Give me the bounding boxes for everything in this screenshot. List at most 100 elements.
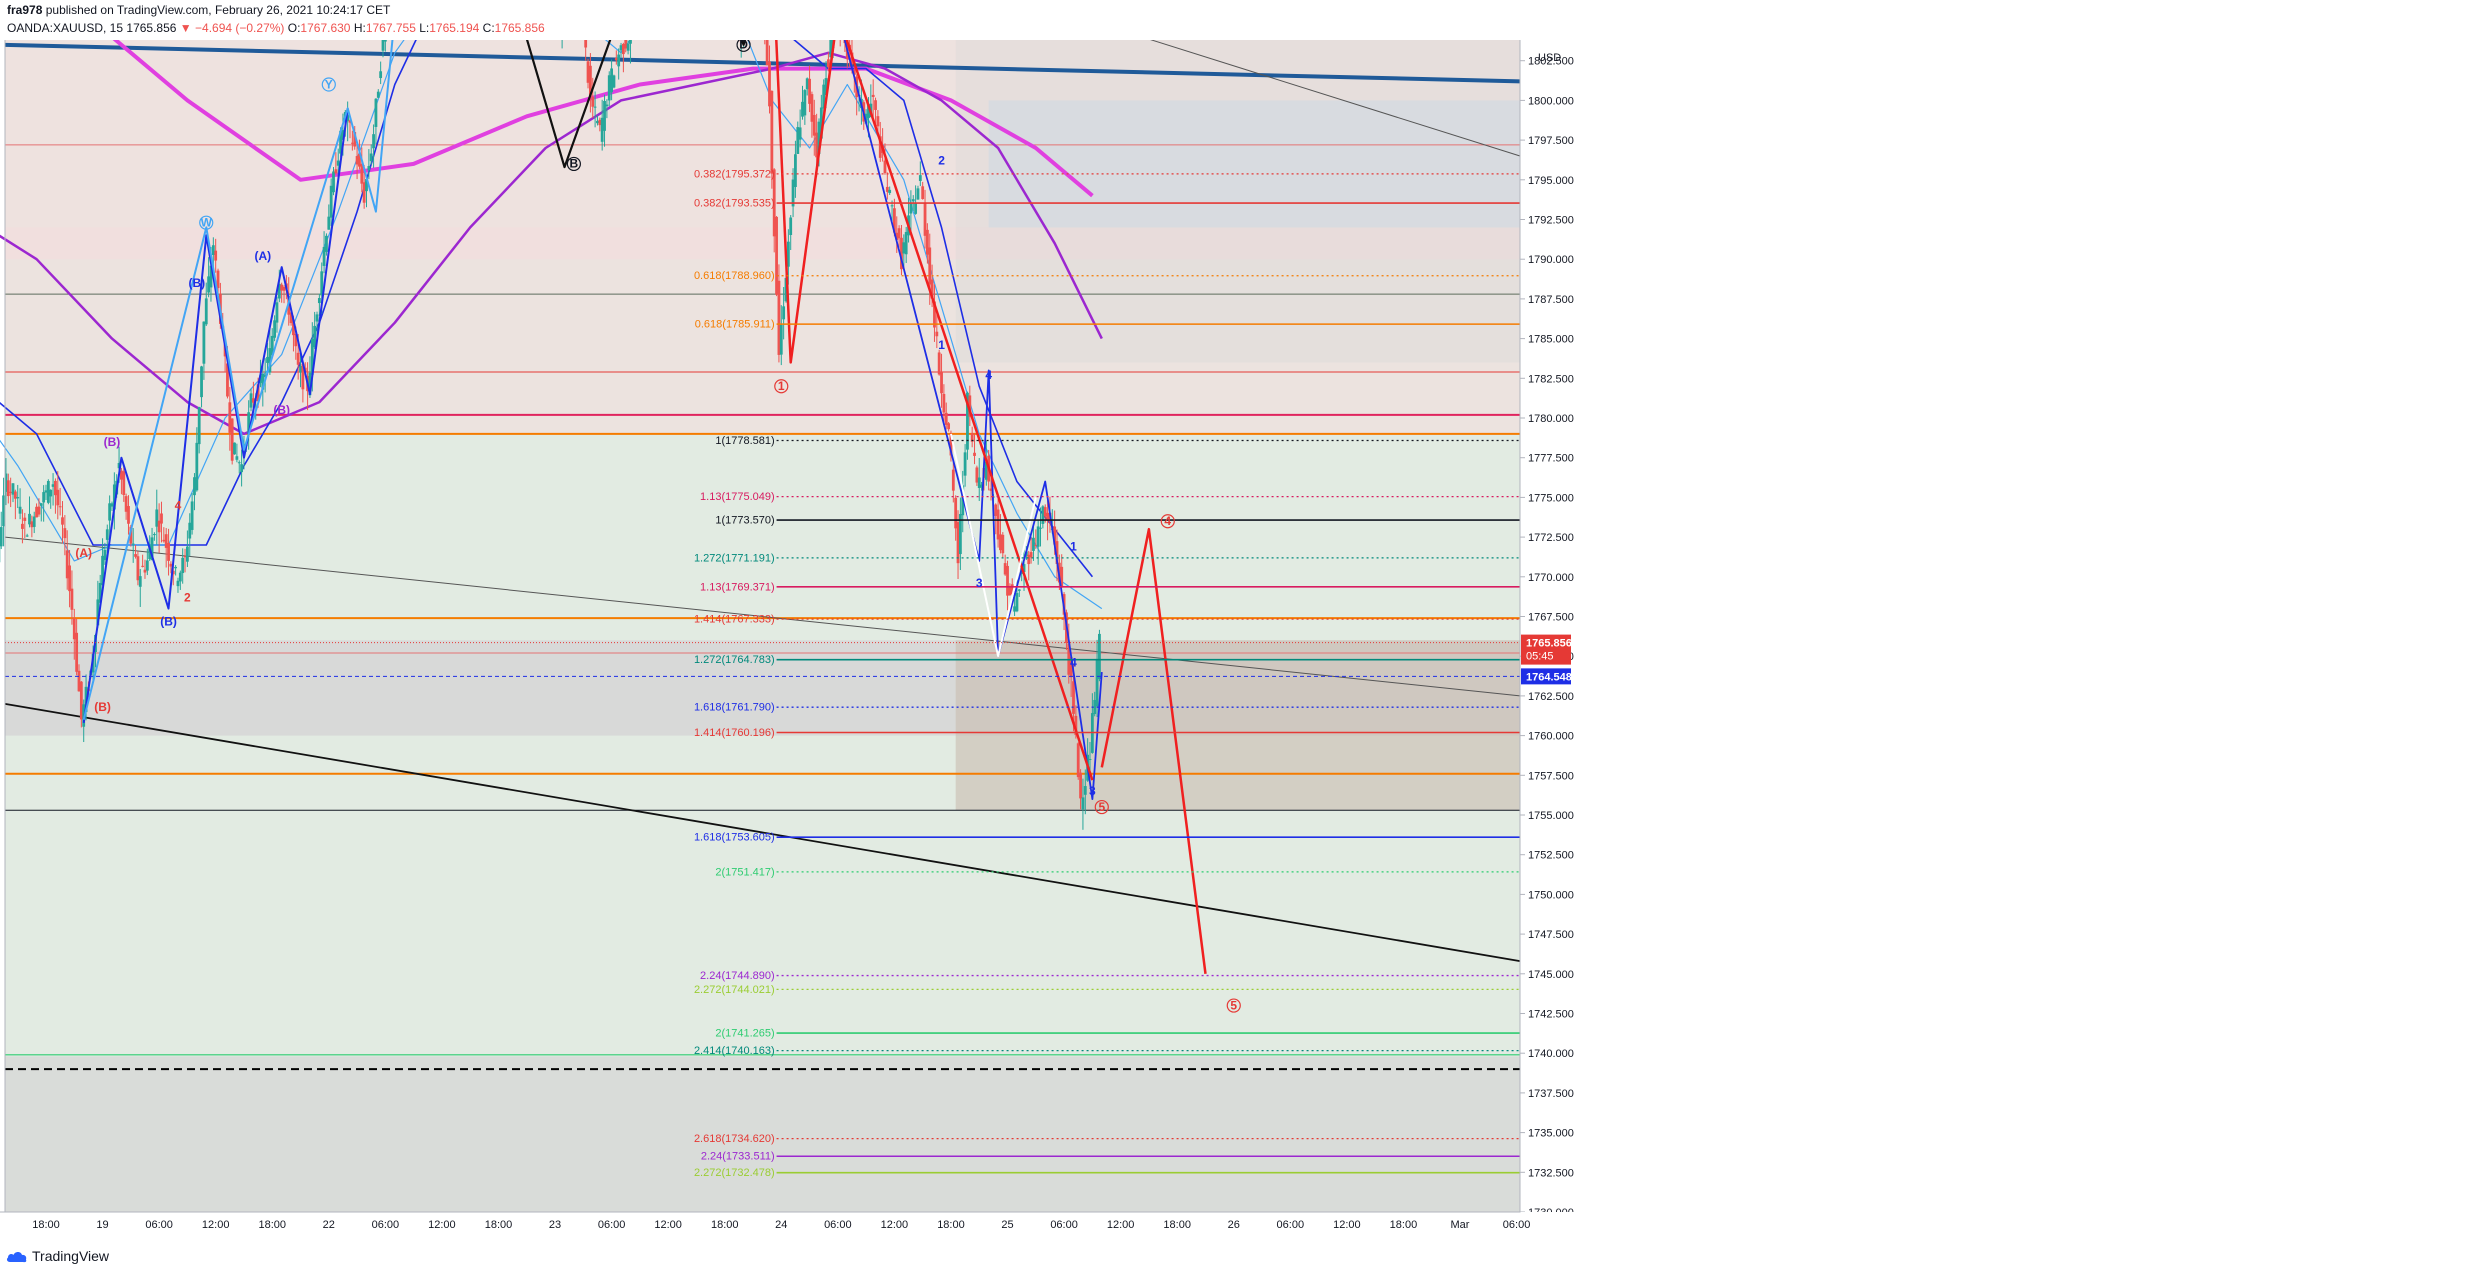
price-scale-bg (1520, 28, 2468, 1212)
wave-label-10: 5 (1098, 800, 1105, 814)
publish-line: fra978 published on TradingView.com, Feb… (7, 3, 390, 17)
candle-body (921, 186, 925, 199)
wave-label-22: 4 (175, 498, 182, 512)
candle-body (874, 100, 877, 110)
candle-body (591, 96, 595, 107)
author-name[interactable]: fra978 (7, 3, 43, 17)
candle-body (1079, 772, 1082, 799)
candle-body (782, 306, 786, 320)
fib-label-17: 2(1741.265) (715, 1028, 774, 1040)
candle-body (888, 189, 892, 194)
wave-label-25: 3 (976, 576, 983, 590)
currency-label: USD (1538, 52, 1561, 64)
publish-info: published on TradingView.com, February 2… (45, 3, 391, 17)
candle-body (261, 373, 265, 390)
lower-trendline (4, 702, 1521, 962)
price-tick-label-27: 1750.000 (1528, 889, 1574, 901)
candle-body (18, 506, 22, 514)
candle-body (6, 480, 10, 497)
candle-body (900, 237, 903, 270)
candle-body (810, 94, 814, 122)
candle-body (918, 175, 922, 181)
price-change: ▼ −4.694 (−0.27%) (179, 21, 285, 35)
candle-body (336, 160, 340, 166)
candle-body (956, 522, 960, 564)
candle-body (829, 38, 833, 58)
candle-body (214, 250, 218, 261)
candle-body (216, 270, 220, 289)
candle-body (626, 43, 630, 51)
candle-body (108, 503, 112, 521)
candle-body (937, 352, 941, 375)
bottom-gray-zone (5, 1056, 1520, 1212)
ohlc-high-key: H: (353, 21, 366, 35)
candle-body (607, 75, 611, 101)
candle-body (353, 132, 357, 147)
wave-label-15: (A) (75, 546, 92, 560)
candle-body (949, 433, 953, 456)
time-tick-label-9: 23 (549, 1219, 561, 1231)
candle-body (779, 324, 783, 355)
candle-body (1043, 507, 1047, 517)
symbol-name[interactable]: OANDA:XAUUSD, 15 (7, 21, 124, 35)
candle-body (358, 153, 361, 167)
candle-body (1055, 541, 1059, 565)
candle-body (190, 501, 194, 530)
candle-body (893, 208, 896, 233)
price-tick-label-19: 1770.000 (1528, 572, 1574, 584)
candle-body (256, 384, 260, 402)
candle-body (765, 33, 769, 66)
candle-body (249, 393, 253, 408)
price-tick-label-8: 1797.500 (1528, 135, 1574, 147)
price-tick-label-25: 1755.000 (1528, 810, 1574, 822)
candle-body (268, 348, 272, 373)
candle-body (49, 489, 53, 497)
ohlc-close-key: C: (482, 21, 495, 35)
candle-body (360, 163, 364, 184)
candle-body (944, 412, 948, 425)
candle-body (1074, 715, 1078, 736)
candle-body (263, 374, 267, 377)
price-tick-label-6: 1802.500 (1528, 56, 1574, 68)
candle-body (23, 517, 27, 521)
time-tick-label-1: 19 (96, 1219, 108, 1231)
candle-body (75, 632, 79, 672)
time-tick-label-25: Mar (1451, 1219, 1470, 1231)
candle-body (803, 90, 807, 116)
candle-body (801, 101, 804, 117)
second-price-badge (1521, 668, 1571, 685)
candle-body (586, 61, 590, 83)
candle-body (39, 503, 43, 506)
tradingview-logo[interactable]: TradingView (6, 1248, 109, 1264)
candle-body (273, 320, 276, 338)
price-tick-label-11: 1790.000 (1528, 254, 1574, 266)
candle-body (157, 520, 161, 533)
candle-body (824, 78, 828, 96)
wave-circle-9 (774, 379, 789, 394)
fib-label-14: 2(1751.417) (715, 866, 774, 878)
candle-body (167, 542, 170, 561)
candle-body (973, 452, 976, 456)
fib-label-11: 1.618(1761.790) (694, 702, 775, 714)
candle-body (374, 98, 378, 127)
candle-body (183, 556, 187, 558)
candle-body (1013, 606, 1016, 612)
price-tick-label-30: 1742.500 (1528, 1009, 1574, 1021)
candle-body (970, 432, 974, 442)
last-price-badge (1521, 634, 1571, 665)
fib-label-19: 2.618(1734.620) (694, 1133, 775, 1145)
price-tick-label-15: 1780.000 (1528, 413, 1574, 425)
price-tick-label-17: 1775.000 (1528, 492, 1574, 504)
candle-body (346, 114, 350, 122)
blue-zone (988, 100, 1520, 228)
candle-body (897, 228, 901, 239)
candle-body (251, 398, 255, 403)
fib-label-15: 2.24(1744.890) (700, 970, 775, 982)
time-tick-label-18: 06:00 (1050, 1219, 1078, 1231)
candle-body (883, 160, 887, 174)
candle-body (984, 461, 988, 480)
candle-body (963, 452, 967, 476)
candle-body (819, 107, 823, 139)
candle-body (299, 366, 302, 373)
